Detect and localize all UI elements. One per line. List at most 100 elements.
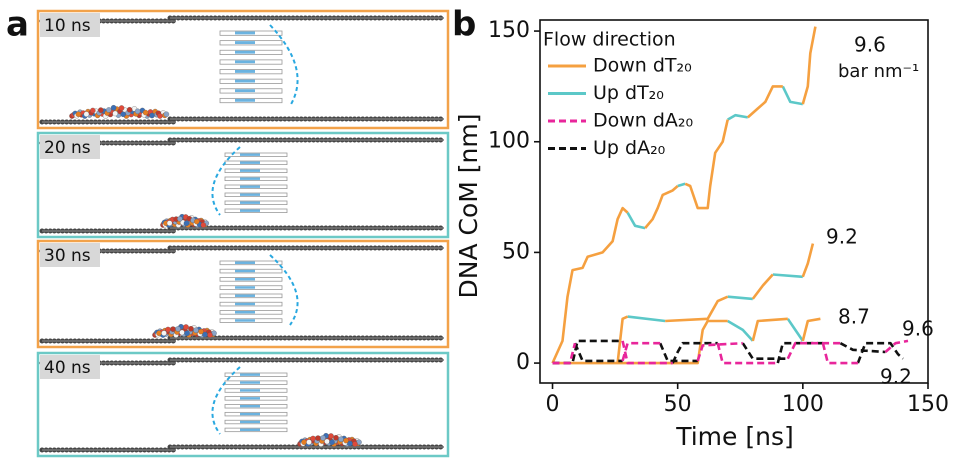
solute-bead [156, 330, 162, 336]
helix-strand [240, 169, 260, 172]
solute-bead [352, 441, 358, 447]
legend-title: Flow direction [543, 29, 676, 51]
solute-bead [193, 327, 199, 334]
helix-strand [240, 389, 260, 392]
time-label-bg [40, 13, 100, 37]
helix-strand [235, 286, 255, 289]
solute-bead [112, 110, 118, 117]
series-line [626, 85, 804, 342]
snapshot: 10 ns [36, 9, 450, 130]
ssdna [211, 146, 241, 216]
x-tick-label: 100 [782, 392, 824, 417]
solute-bead [106, 107, 112, 113]
time-label-bg [40, 135, 100, 159]
time-label: 20 ns [44, 138, 91, 158]
solute-bead [120, 111, 126, 118]
helix-strand [235, 302, 255, 306]
y-axis-label: DNA CoM [nm] [454, 114, 483, 299]
solute-bead [333, 434, 339, 441]
x-tick-label: 50 [664, 392, 692, 417]
helix-strand [235, 98, 255, 102]
solute-bead [315, 435, 321, 441]
time-label-bg [40, 243, 100, 267]
solute-bead [75, 111, 82, 117]
solute-bead [165, 326, 171, 333]
solute-bead [142, 109, 149, 116]
helix-strand [235, 79, 255, 83]
annotation: 9.6 [854, 33, 886, 57]
solute-bead [157, 113, 163, 119]
solute-bead [306, 439, 312, 445]
solute-bead [183, 324, 189, 330]
solute-bead [343, 437, 349, 444]
snapshot-frame [36, 239, 450, 349]
annotation: 9.2 [880, 365, 912, 389]
snapshot: 20 ns [36, 131, 450, 239]
x-axis-label: Time [ns] [675, 422, 794, 451]
helix-strand [240, 185, 260, 188]
solute-bead [83, 111, 90, 117]
helix-strand [235, 269, 255, 273]
solute-bead [328, 433, 334, 439]
annotation: 9.6 [902, 317, 934, 341]
ssdna [269, 254, 299, 326]
series-line [552, 339, 904, 365]
solute-bead [320, 435, 326, 441]
solute-bead [198, 328, 204, 335]
y-tick-label: 50 [502, 239, 530, 264]
solute-bead [118, 105, 125, 111]
solute-bead [98, 107, 104, 113]
helix-strand [240, 412, 260, 416]
helix-strand [235, 261, 255, 264]
helix-strand [235, 294, 255, 297]
solute-bead [163, 111, 170, 117]
legend-label: Down dA₂₀ [593, 110, 693, 132]
helix-strand [240, 420, 260, 424]
solute-bead [179, 329, 185, 336]
helix-strand [235, 319, 255, 322]
annotation: bar nm⁻¹ [838, 61, 919, 82]
annotation: 8.7 [838, 305, 870, 329]
legend-label: Up dA₂₀ [593, 137, 665, 159]
helix-strand [235, 311, 255, 314]
x-tick-label: 0 [546, 392, 560, 417]
helix-strand [235, 89, 255, 93]
x-tick-label: 150 [907, 392, 949, 417]
helix-strand [235, 60, 255, 64]
time-label: 10 ns [44, 16, 91, 36]
solute-bead [324, 438, 330, 445]
solute-bead [90, 107, 96, 114]
legend-label: Up dT₂₀ [593, 82, 664, 104]
helix-strand [235, 41, 255, 45]
snapshot: 40 ns [36, 351, 450, 458]
helix-strand [240, 177, 260, 180]
snapshot: 30 ns [36, 239, 450, 349]
ssdna [269, 24, 299, 107]
helix-strand [240, 405, 260, 408]
solute-bead [170, 326, 176, 332]
helix-strand [240, 153, 260, 156]
annotation: 9.2 [826, 225, 858, 249]
solute-bead [161, 330, 167, 336]
helix-strand [235, 278, 255, 281]
solute-bead [177, 216, 183, 222]
helix-strand [235, 31, 255, 35]
y-tick-label: 150 [488, 18, 530, 43]
time-label-bg [40, 355, 100, 379]
series-line [552, 339, 909, 365]
helix-strand [240, 201, 260, 204]
solute-bead [184, 330, 190, 337]
helix-strand [240, 161, 260, 164]
helix-strand [235, 70, 255, 73]
series-line [551, 26, 821, 365]
helix-strand [240, 381, 260, 384]
helix-strand [240, 397, 260, 400]
legend-label: Down dT₂₀ [593, 55, 692, 77]
solute-bead [310, 435, 316, 442]
solute-bead [329, 439, 335, 446]
solute-bead [207, 332, 213, 338]
solute-bead [301, 439, 307, 445]
ssdna [211, 366, 241, 435]
y-tick-label: 0 [516, 350, 530, 375]
